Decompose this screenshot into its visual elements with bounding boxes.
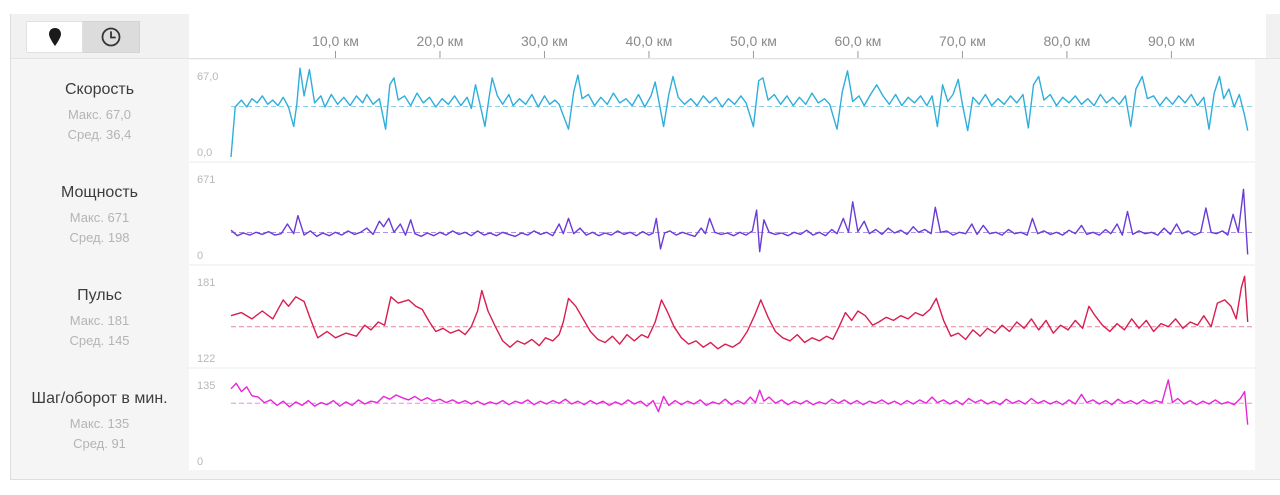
clock-icon: [101, 27, 121, 47]
x-tick-label: 50,0 км: [730, 33, 777, 49]
y-min-label: 0: [197, 250, 203, 262]
series-name: Пульс: [77, 287, 122, 304]
series-name: Скорость: [64, 81, 135, 98]
series-max: Макс. 135: [69, 416, 130, 431]
series-max: Макс. 671: [69, 210, 130, 225]
panel-label-speed: Скорость Макс. 67,0 Сред. 36,4: [11, 59, 188, 160]
x-tick-label: 80,0 км: [1043, 33, 1090, 49]
series-line: [230, 275, 1249, 350]
y-min-label: 0,0: [197, 147, 212, 159]
distance-mode-button[interactable]: [26, 21, 83, 53]
activity-chart-frame: Скорость Макс. 67,0 Сред. 36,4 Мощность …: [10, 14, 1280, 480]
panel-label-power: Мощность Макс. 671 Сред. 198: [11, 162, 188, 263]
series-max: Макс. 67,0: [67, 107, 132, 122]
x-tick-label: 60,0 км: [834, 33, 881, 49]
map-pin-icon: [48, 28, 61, 46]
series-name: Мощность: [61, 184, 138, 201]
x-tick-label: 40,0 км: [626, 33, 673, 49]
chart-canvas[interactable]: 10,0 км 20,0 км 30,0 км 40,0 км 50,0 км 60,0 …: [11, 14, 1280, 479]
y-min-label: 122: [197, 353, 215, 365]
y-max-label: 135: [197, 380, 215, 392]
y-max-label: 67,0: [197, 71, 218, 83]
plot-panel: [189, 163, 1255, 264]
series-avg: Сред. 198: [69, 230, 130, 245]
chart-toolbar: [11, 14, 1280, 59]
x-tick-label: 10,0 км: [312, 33, 359, 49]
series-name: Шаг/оборот в мин.: [31, 390, 168, 407]
plot-panel: [189, 60, 1255, 161]
y-max-label: 671: [197, 174, 215, 186]
series-line: [230, 379, 1249, 425]
x-tick-label: 20,0 км: [417, 33, 464, 49]
series-avg: Сред. 36,4: [67, 127, 132, 142]
panel-label-heart-rate: Пульс Макс. 181 Сред. 145: [11, 265, 188, 366]
y-max-label: 181: [197, 277, 215, 289]
x-tick-label: 70,0 км: [939, 33, 986, 49]
x-tick-label: 90,0 км: [1148, 33, 1195, 49]
panel-label-cadence: Шаг/оборот в мин. Макс. 135 Сред. 91: [11, 368, 188, 469]
series-line: [230, 188, 1249, 255]
series-avg: Сред. 145: [69, 333, 130, 348]
x-axis-mode-toggle[interactable]: [26, 21, 141, 53]
y-min-label: 0: [197, 456, 203, 468]
x-axis-bar: [189, 14, 1266, 58]
plot-panel: [189, 369, 1255, 470]
series-max: Макс. 181: [69, 313, 130, 328]
x-tick-label: 30,0 км: [521, 33, 568, 49]
series-avg: Сред. 91: [73, 436, 126, 451]
plot-panel: [189, 266, 1255, 367]
series-line: [230, 67, 1249, 158]
time-mode-button[interactable]: [83, 21, 140, 53]
